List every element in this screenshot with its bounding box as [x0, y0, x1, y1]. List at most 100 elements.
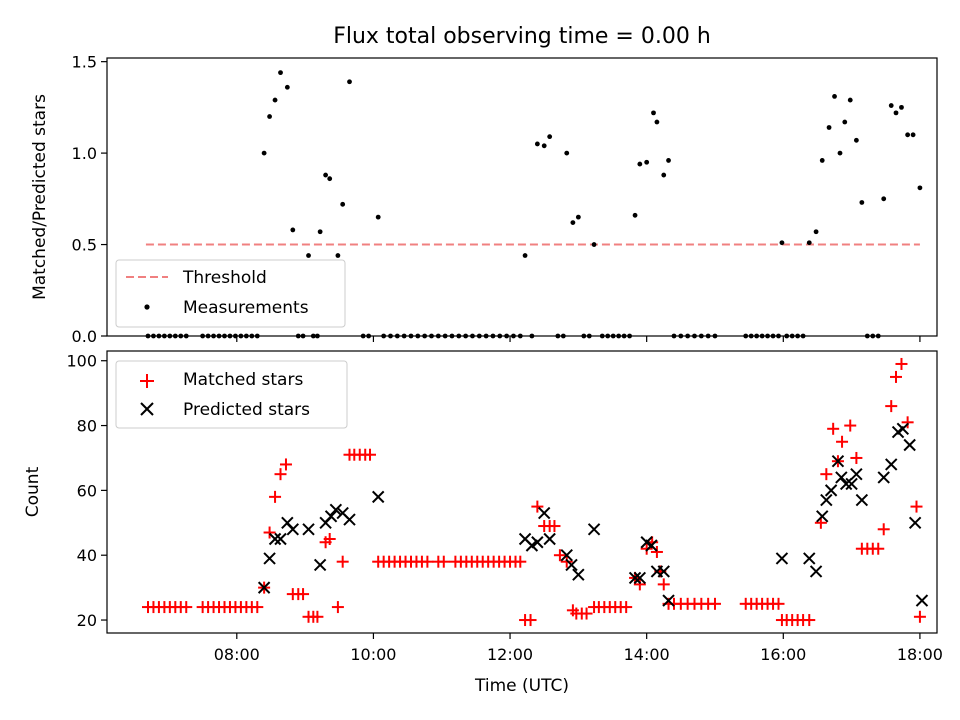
bottom-y-tick-label: 60: [77, 481, 97, 500]
matched-star-point: [885, 400, 898, 413]
bottom-x-tick-label: 08:00: [214, 645, 260, 664]
predicted-star-point: [824, 484, 838, 497]
matched-star-point: [895, 357, 908, 370]
top-y-axis: 0.0 0.5 1.0 1.5: [72, 53, 107, 346]
matched-legend-label: Matched stars: [183, 370, 303, 390]
matched-star-point: [913, 610, 926, 623]
matched-star-point: [560, 555, 573, 568]
measurement-point: [347, 79, 352, 85]
measurement-point: [267, 114, 272, 119]
predicted-legend-label: Predicted stars: [183, 400, 310, 420]
matched-star-point: [323, 533, 336, 545]
measurement-point: [632, 212, 638, 218]
top-plot-area: [145, 70, 923, 339]
bottom-legend: Matched stars Predicted stars: [115, 360, 348, 429]
matched-star-point: [633, 578, 646, 591]
bottom-x-axis-label: Time (UTC): [474, 676, 569, 696]
matched-star-point: [901, 416, 914, 429]
predicted-star-point: [816, 510, 829, 523]
measurement-point: [899, 104, 904, 110]
matched-star-point: [877, 523, 890, 536]
measurement-point: [832, 94, 837, 99]
matched-star-point: [274, 468, 287, 481]
matched-star-point: [311, 610, 324, 623]
measurement-point: [881, 196, 887, 202]
bottom-y-axis-label: Count: [23, 466, 43, 517]
measurement-point: [826, 125, 832, 130]
matched-star-point: [872, 542, 885, 555]
top-legend: Threshold Measurements: [115, 259, 346, 328]
top-title: Flux total observing time = 0.00 h: [333, 24, 711, 49]
predicted-star-point: [263, 552, 276, 565]
measurement-point: [564, 150, 570, 156]
measurement-point: [272, 97, 278, 103]
matched-star-point: [827, 422, 840, 435]
measurement-point: [375, 214, 381, 220]
measurement-point: [853, 137, 859, 143]
predicted-star-point: [657, 565, 670, 578]
predicted-star-point: [831, 454, 845, 468]
measurement-point: [813, 229, 819, 235]
matched-star-point: [336, 555, 349, 568]
measurement-point: [284, 84, 290, 90]
bottom-x-tick-label: 10:00: [350, 645, 396, 664]
matched-star-point: [657, 578, 670, 591]
bottom-x-tick-label: 18:00: [897, 645, 943, 664]
matched-star-point: [180, 601, 193, 614]
measurements-legend-swatch: [144, 304, 150, 310]
measurement-point: [819, 158, 825, 163]
predicted-star-point: [537, 506, 551, 520]
measurement-point: [534, 141, 540, 147]
matched-star-point: [297, 588, 310, 601]
bottom-legend-box: [115, 360, 348, 429]
bottom-x-axis: 08:00 10:00 12:00 14:00 16:00 18:00: [214, 633, 943, 664]
predicted-star-point: [645, 539, 658, 552]
measurement-point: [541, 143, 547, 149]
top-x-ticks: [236, 336, 921, 342]
measurements-legend-label: Measurements: [183, 298, 309, 318]
predicted-star-point: [835, 471, 848, 484]
predicted-star-point: [531, 536, 544, 549]
matched-star-point: [640, 542, 653, 555]
matched-star-point: [850, 451, 863, 464]
predicted-star-point: [903, 438, 916, 452]
predicted-star-point: [775, 552, 789, 565]
matched-star-point: [708, 597, 721, 610]
matched-star-point: [580, 607, 593, 620]
predicted-star-point: [803, 552, 816, 565]
matched-star-point: [331, 601, 344, 614]
measurement-point: [644, 159, 650, 165]
threshold-legend-label: Threshold: [182, 268, 267, 288]
measurement-point: [837, 150, 843, 156]
top-y-axis-label: Matched/Predicted stars: [30, 94, 50, 300]
matched-star-point: [251, 601, 264, 614]
predicted-star-point: [839, 477, 853, 491]
predicted-star-point: [286, 523, 300, 536]
measurement-point: [654, 119, 660, 125]
measurement-point: [306, 253, 311, 258]
predicted-star-point: [662, 594, 675, 607]
bottom-y-tick-label: 20: [77, 611, 97, 630]
measurement-point: [666, 158, 671, 163]
matched-star-point: [553, 549, 566, 562]
measurement-point: [522, 253, 528, 258]
bottom-x-tick-label: 12:00: [487, 645, 533, 664]
top-y-tick-label: 0.5: [72, 236, 97, 255]
predicted-star-point: [565, 558, 578, 572]
bottom-y-tick-label: 100: [66, 352, 97, 371]
measurement-point: [278, 70, 283, 76]
matched-star-point: [890, 370, 903, 383]
matched-star-point: [364, 448, 377, 461]
measurement-point: [547, 134, 553, 140]
matched-star-point: [269, 490, 282, 503]
measurement-point: [570, 220, 576, 226]
measurement-point: [327, 176, 333, 182]
bottom-plot-area: [141, 357, 929, 627]
predicted-star-point: [885, 458, 898, 471]
measurement-point: [575, 214, 581, 220]
matched-star-point: [650, 545, 663, 558]
predicted-legend-swatch: [140, 402, 154, 416]
matched-star-point: [548, 520, 561, 533]
